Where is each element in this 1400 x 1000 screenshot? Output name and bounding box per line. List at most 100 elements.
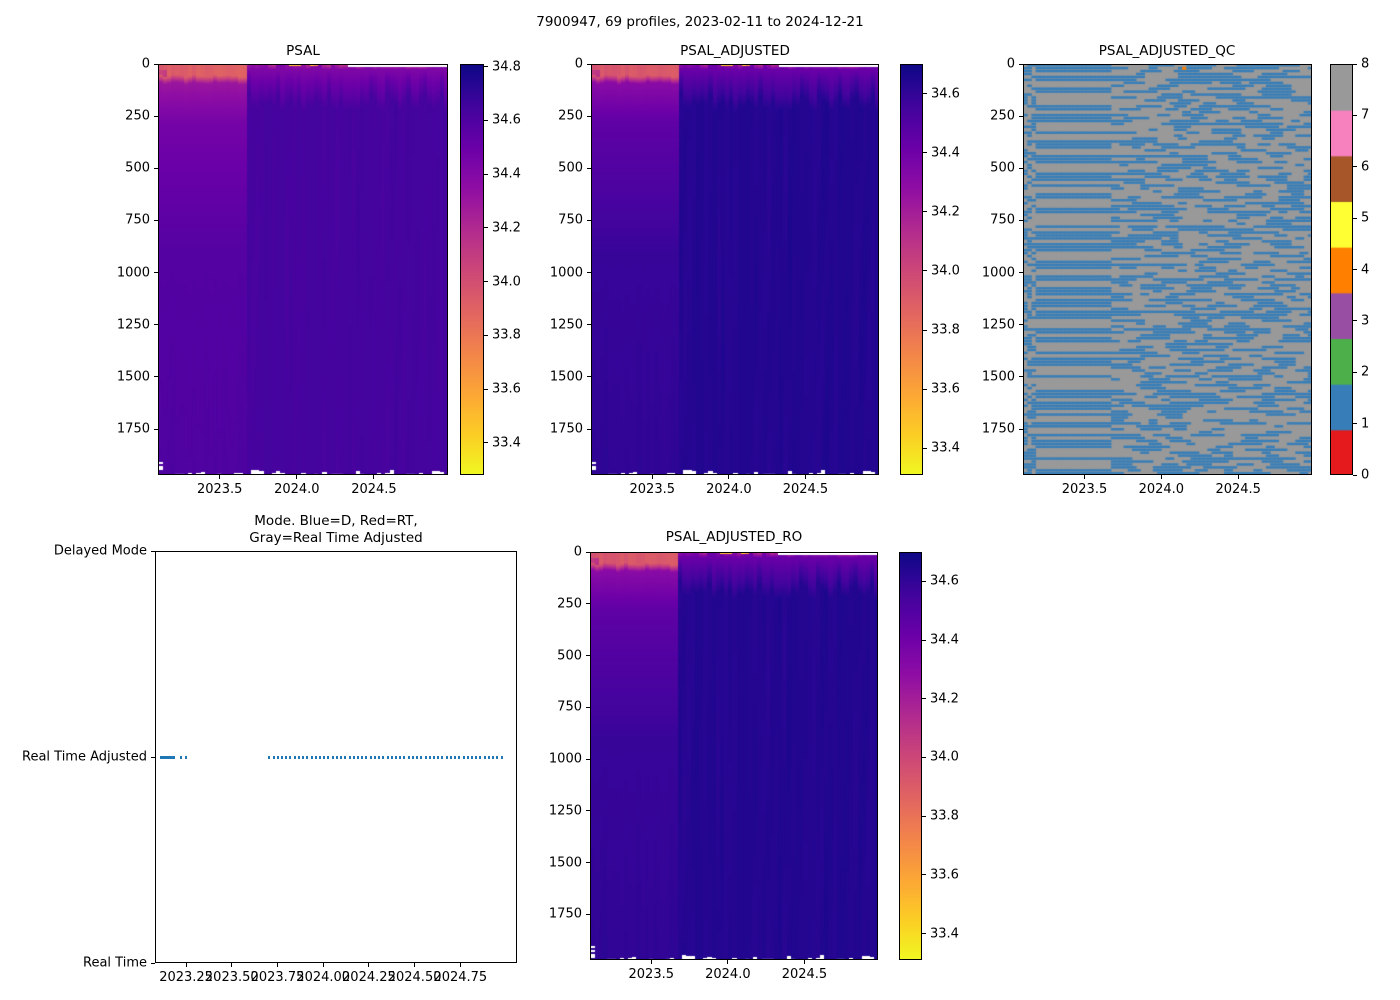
mode-data-point (462, 755, 465, 759)
y-tick-label: 0 (1006, 56, 1015, 72)
tick-mark (923, 211, 927, 213)
colorbar-tick-label: 33.8 (492, 327, 521, 343)
x-tick-label: 2024.5 (782, 482, 829, 497)
tick-mark (587, 272, 591, 274)
tick-mark (368, 963, 370, 967)
mode-data-point (268, 755, 271, 759)
tick-mark (484, 281, 488, 283)
tick-mark (923, 93, 927, 95)
tick-mark (1353, 114, 1357, 116)
colorbar-tick-label: 34.2 (930, 691, 959, 707)
psal-axes-frame (158, 64, 448, 475)
psal-adjusted-heatmap (591, 64, 879, 475)
mode-data-point (185, 755, 188, 759)
mode-data-point (470, 755, 473, 759)
tick-mark (586, 758, 590, 760)
tick-mark (484, 66, 488, 68)
y-tick-label: 1000 (981, 265, 1015, 281)
y-tick-label: 1250 (116, 317, 150, 333)
tick-mark (587, 63, 591, 65)
mode-data-point (340, 755, 343, 759)
mode-data-point (335, 755, 338, 759)
tick-mark (296, 475, 298, 479)
mode-data-point (272, 755, 275, 759)
tick-mark (1019, 115, 1023, 117)
tick-mark (728, 475, 730, 479)
tick-mark (922, 756, 926, 758)
tick-mark (923, 447, 927, 449)
mode-data-point (449, 755, 452, 759)
tick-mark (923, 388, 927, 390)
mode-data-point (475, 755, 478, 759)
tick-mark (484, 334, 488, 336)
mode-data-point (179, 755, 182, 759)
tick-mark (154, 428, 158, 430)
tick-mark (484, 388, 488, 390)
mode-data-point (492, 755, 495, 759)
qc-colorbar-tick-label: 2 (1361, 364, 1370, 380)
tick-mark (922, 580, 926, 582)
tick-mark (586, 603, 590, 605)
mode-data-point (365, 755, 368, 759)
qc-colorbar (1330, 64, 1353, 475)
tick-mark (276, 963, 278, 967)
mode-data-point (369, 755, 372, 759)
mode-data-point (357, 755, 359, 759)
mode-data-point (331, 755, 334, 759)
qc-colorbar-tick-label: 1 (1361, 416, 1370, 432)
tick-mark (922, 933, 926, 935)
tick-mark (1019, 219, 1023, 221)
mode-data-point (293, 755, 296, 759)
tick-mark (154, 376, 158, 378)
mode-data-point (302, 755, 305, 759)
tick-mark (484, 442, 488, 444)
tick-mark (587, 428, 591, 430)
x-tick-label: 2024.5 (1215, 482, 1261, 497)
tick-mark (923, 329, 927, 331)
psal-adjusted-qc-heatmap (1023, 64, 1312, 475)
tick-mark (484, 119, 488, 121)
tick-mark (154, 115, 158, 117)
y-tick-label: 750 (557, 699, 582, 715)
subplot-mode-title-line1: Mode. Blue=D, Red=RT, (254, 513, 418, 529)
mode-data-point (352, 755, 355, 759)
tick-mark (1353, 217, 1357, 219)
tick-mark (727, 960, 729, 964)
colorbar-tick-label: 34.6 (492, 112, 521, 128)
y-tick-label: 1000 (548, 751, 582, 767)
tick-mark (322, 963, 324, 967)
colorbar-tick-label: 34.0 (931, 263, 960, 279)
colorbar-tick-label: 34.2 (492, 220, 521, 236)
tick-mark (185, 963, 187, 967)
tick-mark (587, 219, 591, 221)
mode-data-point (160, 755, 176, 759)
tick-mark (231, 963, 233, 967)
mode-data-point (483, 755, 486, 759)
subplot-psal-title: PSAL (286, 43, 320, 59)
mode-data-point (445, 755, 448, 759)
tick-mark (923, 152, 927, 154)
mode-data-point (454, 755, 457, 759)
tick-mark (651, 475, 653, 479)
y-tick-label: 0 (141, 56, 150, 72)
tick-mark (151, 756, 155, 758)
tick-mark (1019, 324, 1023, 326)
y-tick-label: 1000 (116, 265, 150, 281)
tick-mark (650, 960, 652, 964)
tick-mark (587, 167, 591, 169)
colorbar-tick-label: 33.8 (930, 808, 959, 824)
colorbar-tick-label: 33.4 (931, 440, 960, 456)
mode-x-tick-label: 2024.50 (387, 970, 442, 985)
tick-mark (1160, 475, 1162, 479)
y-tick-label: 0 (573, 544, 582, 560)
tick-mark (1019, 272, 1023, 274)
mode-data-point (281, 755, 284, 759)
qc-colorbar-tick-label: 4 (1361, 262, 1370, 277)
tick-mark (154, 272, 158, 274)
mode-data-point (437, 755, 440, 759)
qc-colorbar-tick-label: 5 (1361, 210, 1370, 226)
x-tick-label: 2024.5 (351, 482, 397, 497)
tick-mark (1019, 167, 1023, 169)
tick-mark (1353, 166, 1357, 168)
